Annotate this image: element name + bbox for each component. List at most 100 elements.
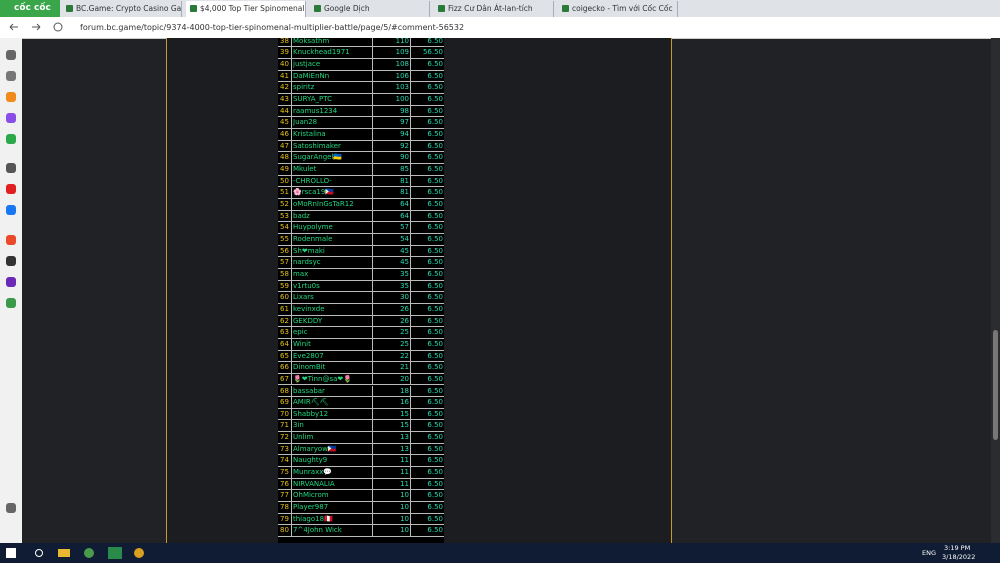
table-row: 68 bassabar 18 6.50 [278,385,444,398]
score: 103 [372,82,411,94]
table-row: 39 Knuckhead1971 109 56.50 [278,47,444,60]
icon[interactable] [6,235,16,245]
player-name: thiago18🇵🇪 [293,514,333,523]
player-name: 🌷❤Tinn@sa❤🌷 [293,374,352,383]
table-row: 79 thiago18🇵🇪 10 6.50 [278,513,444,526]
browser-tab[interactable]: Google Dịch [310,1,430,17]
table-row: 53 badz 64 6.50 [278,210,444,223]
rank: 76 [278,478,292,490]
score: 30 [372,292,411,304]
rank: 42 [278,82,292,94]
multiplier: 6.50 [410,163,444,175]
browser-tab[interactable]: coigecko - Tìm với Cốc Cốc [558,1,678,17]
multiplier: 6.50 [410,152,444,164]
player-name: Kristalina [293,129,326,138]
scroll-thumb[interactable] [993,330,998,440]
multiplier: 6.50 [410,338,444,350]
score: 13 [372,443,411,455]
browser-tab[interactable]: Fizz Cư Dân Át-lan-tích [434,1,554,17]
browser-logo[interactable]: cốc cốc [0,0,60,17]
icon[interactable] [6,205,16,215]
clock-time[interactable]: 3:19 PM [944,544,971,552]
icon[interactable] [6,134,16,144]
table-row: 62 GEKDDY 26 6.50 [278,315,444,328]
scrollbar[interactable] [991,38,1000,543]
rank: 70 [278,408,292,420]
score: 110 [372,38,411,47]
rank: 38 [278,38,292,47]
rank: 52 [278,198,292,210]
rank: 39 [278,47,292,59]
taskbar-icons[interactable] [6,547,146,559]
multiplier: 6.50 [410,175,444,187]
rank: 58 [278,268,292,280]
multiplier: 6.50 [410,233,444,245]
multiplier: 6.50 [410,502,444,514]
multiplier: 6.50 [410,420,444,432]
player-name: justjace [293,60,321,69]
player-name: badz [293,211,310,220]
icon[interactable] [6,50,16,60]
multiplier: 6.50 [410,257,444,269]
multiplier: 6.50 [410,385,444,397]
score: 11 [372,478,411,490]
multiplier: 6.50 [410,513,444,525]
score: 64 [372,210,411,222]
score: 20 [372,373,411,385]
icon[interactable] [6,184,16,194]
player-name: oMoRnInGsTaR12 [293,199,354,208]
icon[interactable] [6,71,16,81]
multiplier: 6.50 [410,94,444,105]
table-row: 58 max 35 6.50 [278,268,444,281]
table-row: 61 kevinxde 26 6.50 [278,303,444,316]
player-name: spiritz [293,83,315,92]
multiplier: 6.50 [410,303,444,315]
icon[interactable] [6,92,16,102]
table-row: 73 Almaryow🇵🇭 13 6.50 [278,443,444,456]
score: 109 [372,47,411,59]
table-row: 74 Naughty9 11 6.50 [278,455,444,468]
icon[interactable] [6,113,16,123]
rank: 47 [278,140,292,152]
multiplier: 6.50 [410,210,444,222]
icon[interactable] [6,503,16,513]
player-name: NIRVANALIA [293,479,335,488]
score: 35 [372,268,411,280]
score: 15 [372,420,411,432]
clock-date[interactable]: 3/18/2022 [942,553,976,561]
icon[interactable] [6,256,16,266]
score: 45 [372,257,411,269]
table-row: 60 Lixars 30 6.50 [278,292,444,304]
rank: 65 [278,350,292,362]
table-row: 50 -CHROLLO- 81 6.50 [278,175,444,188]
player-name: Satoshimaker [293,141,341,150]
rank: 43 [278,94,292,105]
player-name: Moksathm [293,38,330,45]
score: 100 [372,94,411,105]
rank: 72 [278,432,292,444]
score: 54 [372,233,411,245]
browser-tab[interactable]: $4,000 Top Tier Spinomenal [186,1,306,17]
rank: 60 [278,292,292,304]
multiplier: 6.50 [410,432,444,444]
table-row: 44 raamus1234 98 6.50 [278,105,444,118]
sidebar [0,38,22,543]
score: 94 [372,128,411,140]
player-name: Eve2807 [293,351,324,360]
browser-tab[interactable]: BC.Game: Crypto Casino Gam [62,1,182,17]
table-row: 41 DaMiEnNn 106 6.50 [278,70,444,83]
player-name: OhMicrom [293,491,329,500]
rank: 49 [278,163,292,175]
table-row: 56 Sh❤maki 45 6.50 [278,245,444,258]
language[interactable]: ENG [922,549,937,557]
url[interactable]: forum.bc.game/topic/9374-4000-top-tier-s… [80,23,465,32]
icon[interactable] [6,163,16,173]
player-name: AMIR⛏⛏ [293,398,329,407]
table-row: 57 nardsyc 45 6.50 [278,257,444,269]
player-name: Winit [293,339,311,348]
icon[interactable] [6,298,16,308]
rank: 48 [278,152,292,164]
nav-buttons[interactable] [6,21,66,34]
leaderboard-table: 38 Moksathm 110 6.50 39 Knuckhead1971 109 56.50… [278,38,444,543]
icon[interactable] [6,277,16,287]
